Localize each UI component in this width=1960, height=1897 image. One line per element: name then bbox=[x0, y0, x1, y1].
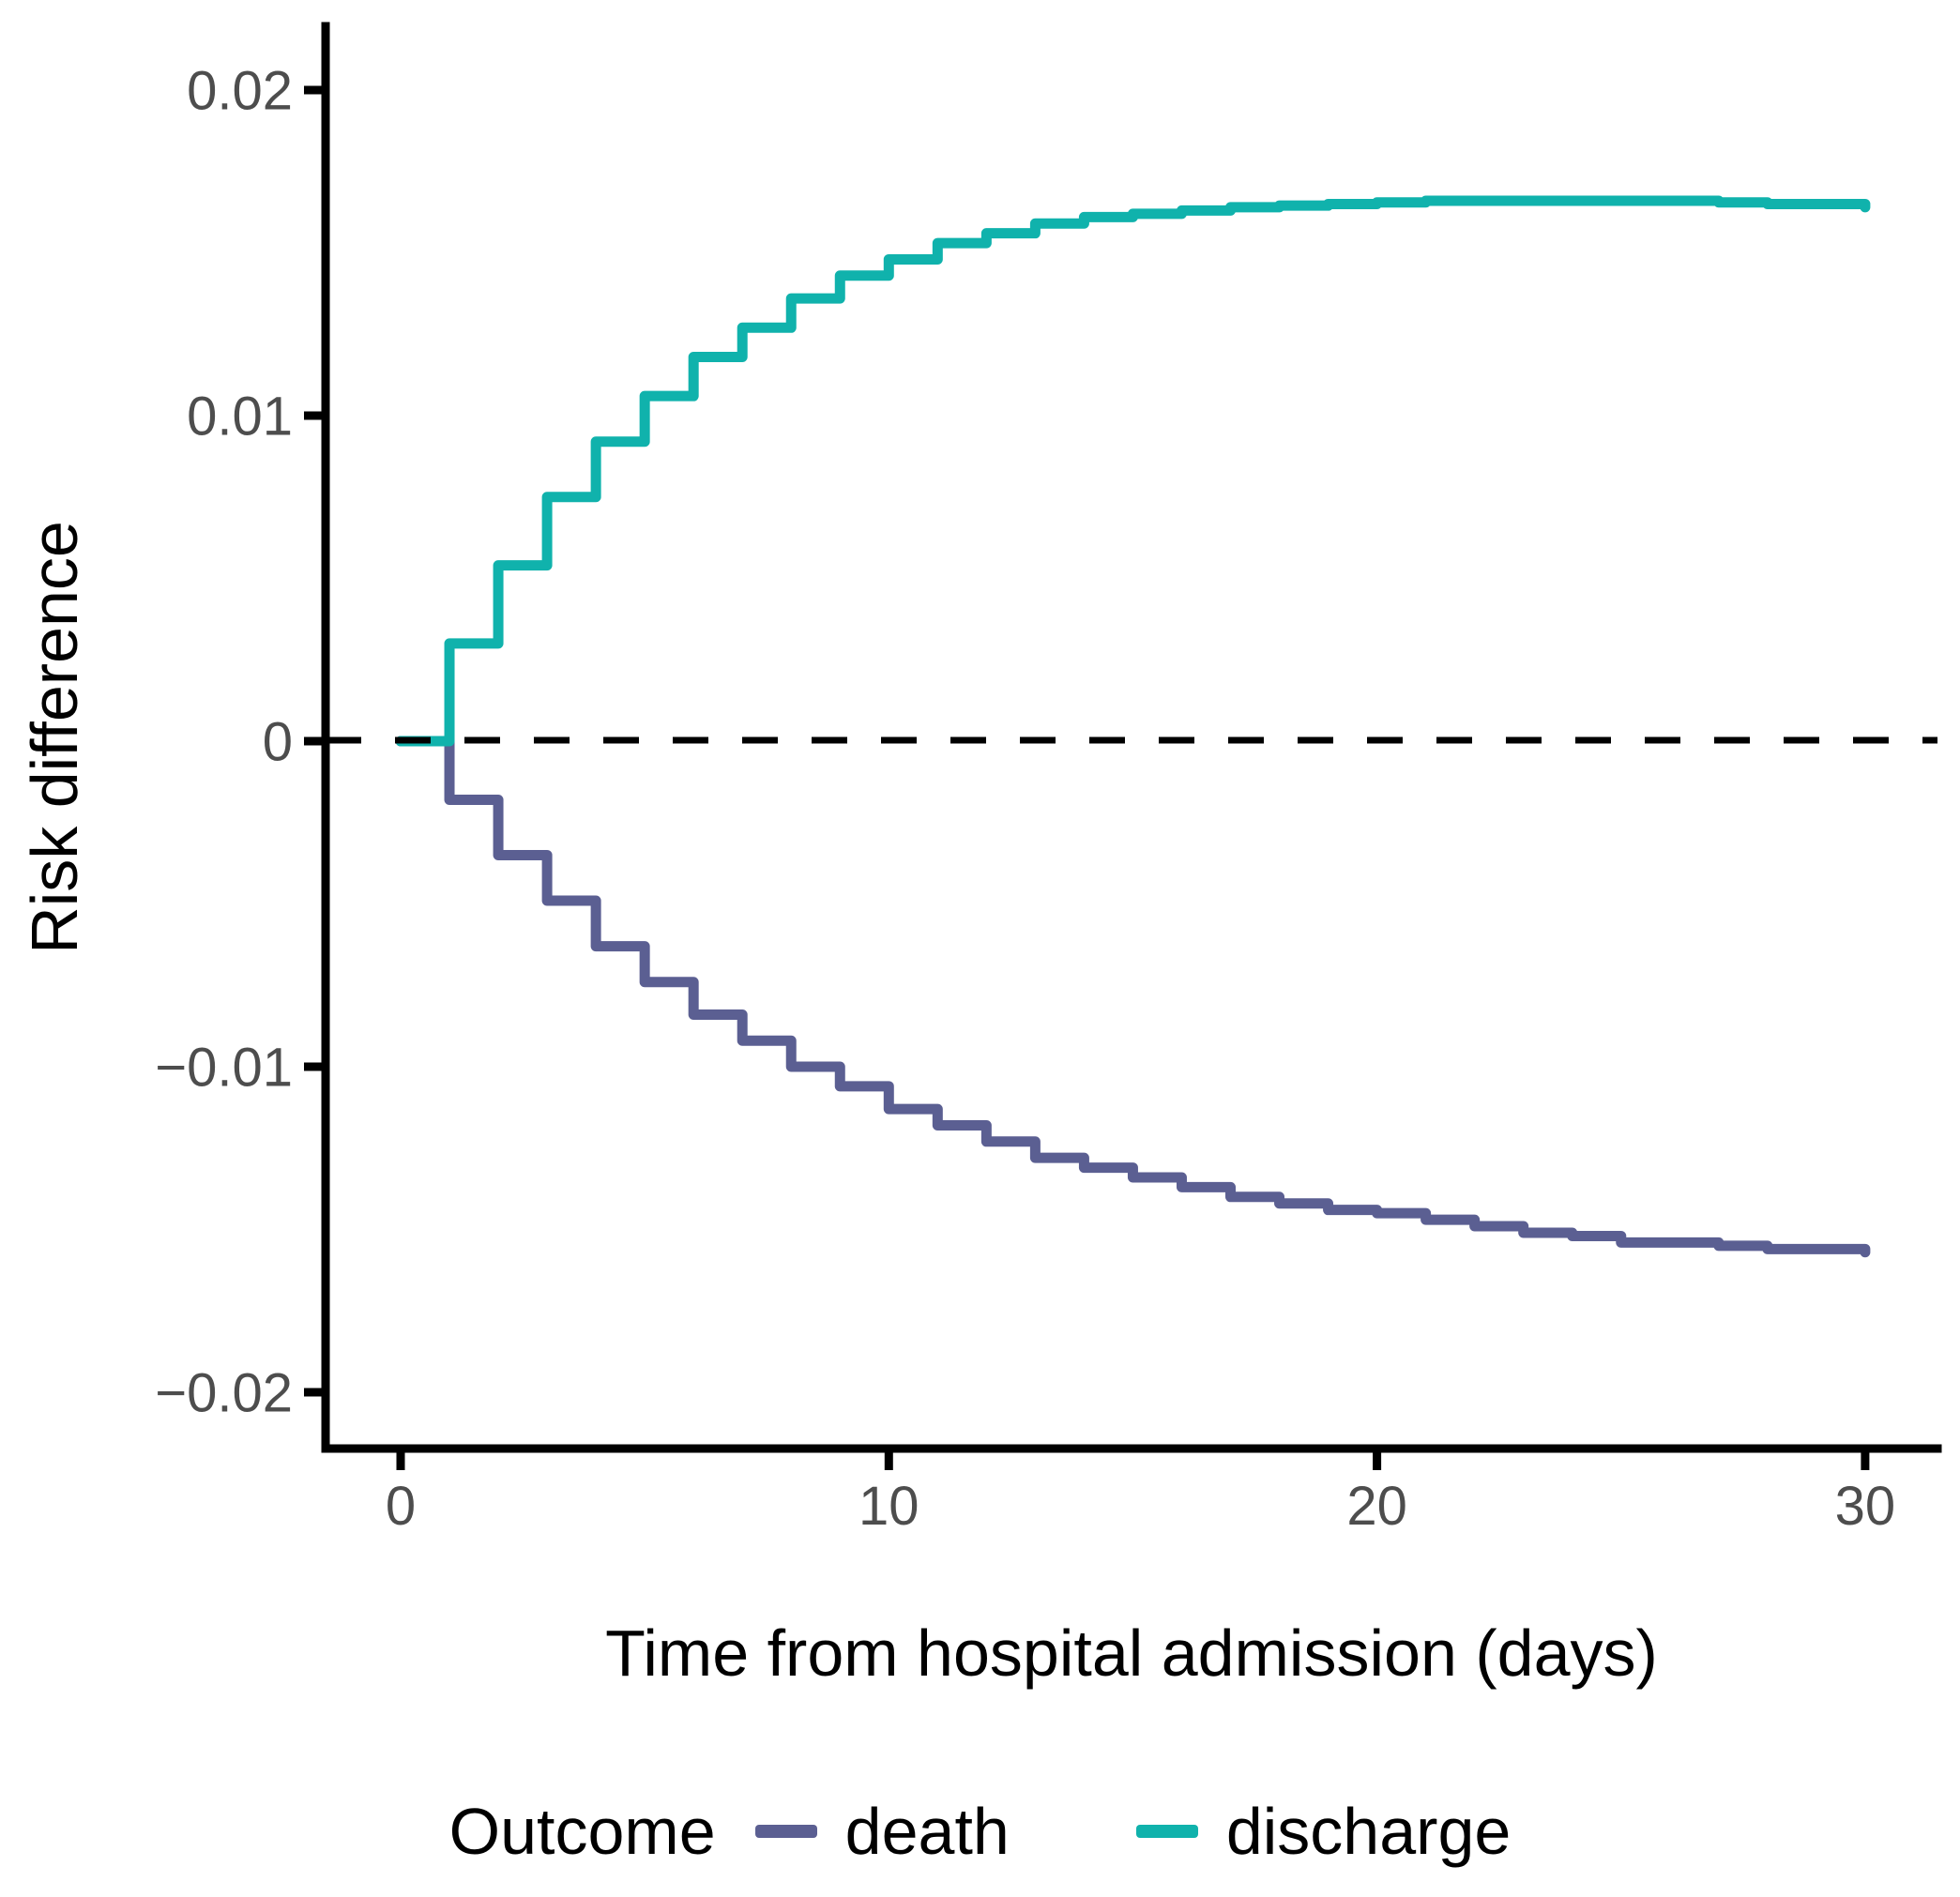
y-tick-label: 0.01 bbox=[187, 386, 293, 447]
x-tick-label: 0 bbox=[386, 1476, 416, 1537]
y-axis-title: Risk difference bbox=[18, 521, 91, 954]
death-curve bbox=[395, 736, 1871, 1258]
legend-title: Outcome bbox=[448, 1795, 716, 1868]
x-tick-label: 10 bbox=[858, 1476, 919, 1537]
discharge-line-swatch-icon bbox=[1135, 1825, 1198, 1838]
legend-item-discharge: discharge bbox=[1135, 1794, 1512, 1869]
legend-label-death: death bbox=[844, 1795, 1010, 1868]
x-tick-label: 30 bbox=[1835, 1476, 1896, 1537]
x-axis-title: Time from hospital admission (days) bbox=[605, 1616, 1658, 1690]
legend: Outcome death discharge bbox=[0, 1794, 1960, 1869]
y-tick-label: −0.01 bbox=[155, 1037, 293, 1098]
y-tick-label: 0.02 bbox=[187, 60, 293, 121]
legend-item-death: death bbox=[754, 1794, 1010, 1869]
y-tick-label: 0 bbox=[263, 711, 293, 772]
legend-label-discharge: discharge bbox=[1225, 1795, 1512, 1868]
discharge-curve bbox=[395, 195, 1871, 747]
death-line-swatch-icon bbox=[754, 1825, 817, 1838]
y-tick-label: −0.02 bbox=[155, 1362, 293, 1423]
x-tick-label: 20 bbox=[1346, 1476, 1407, 1537]
